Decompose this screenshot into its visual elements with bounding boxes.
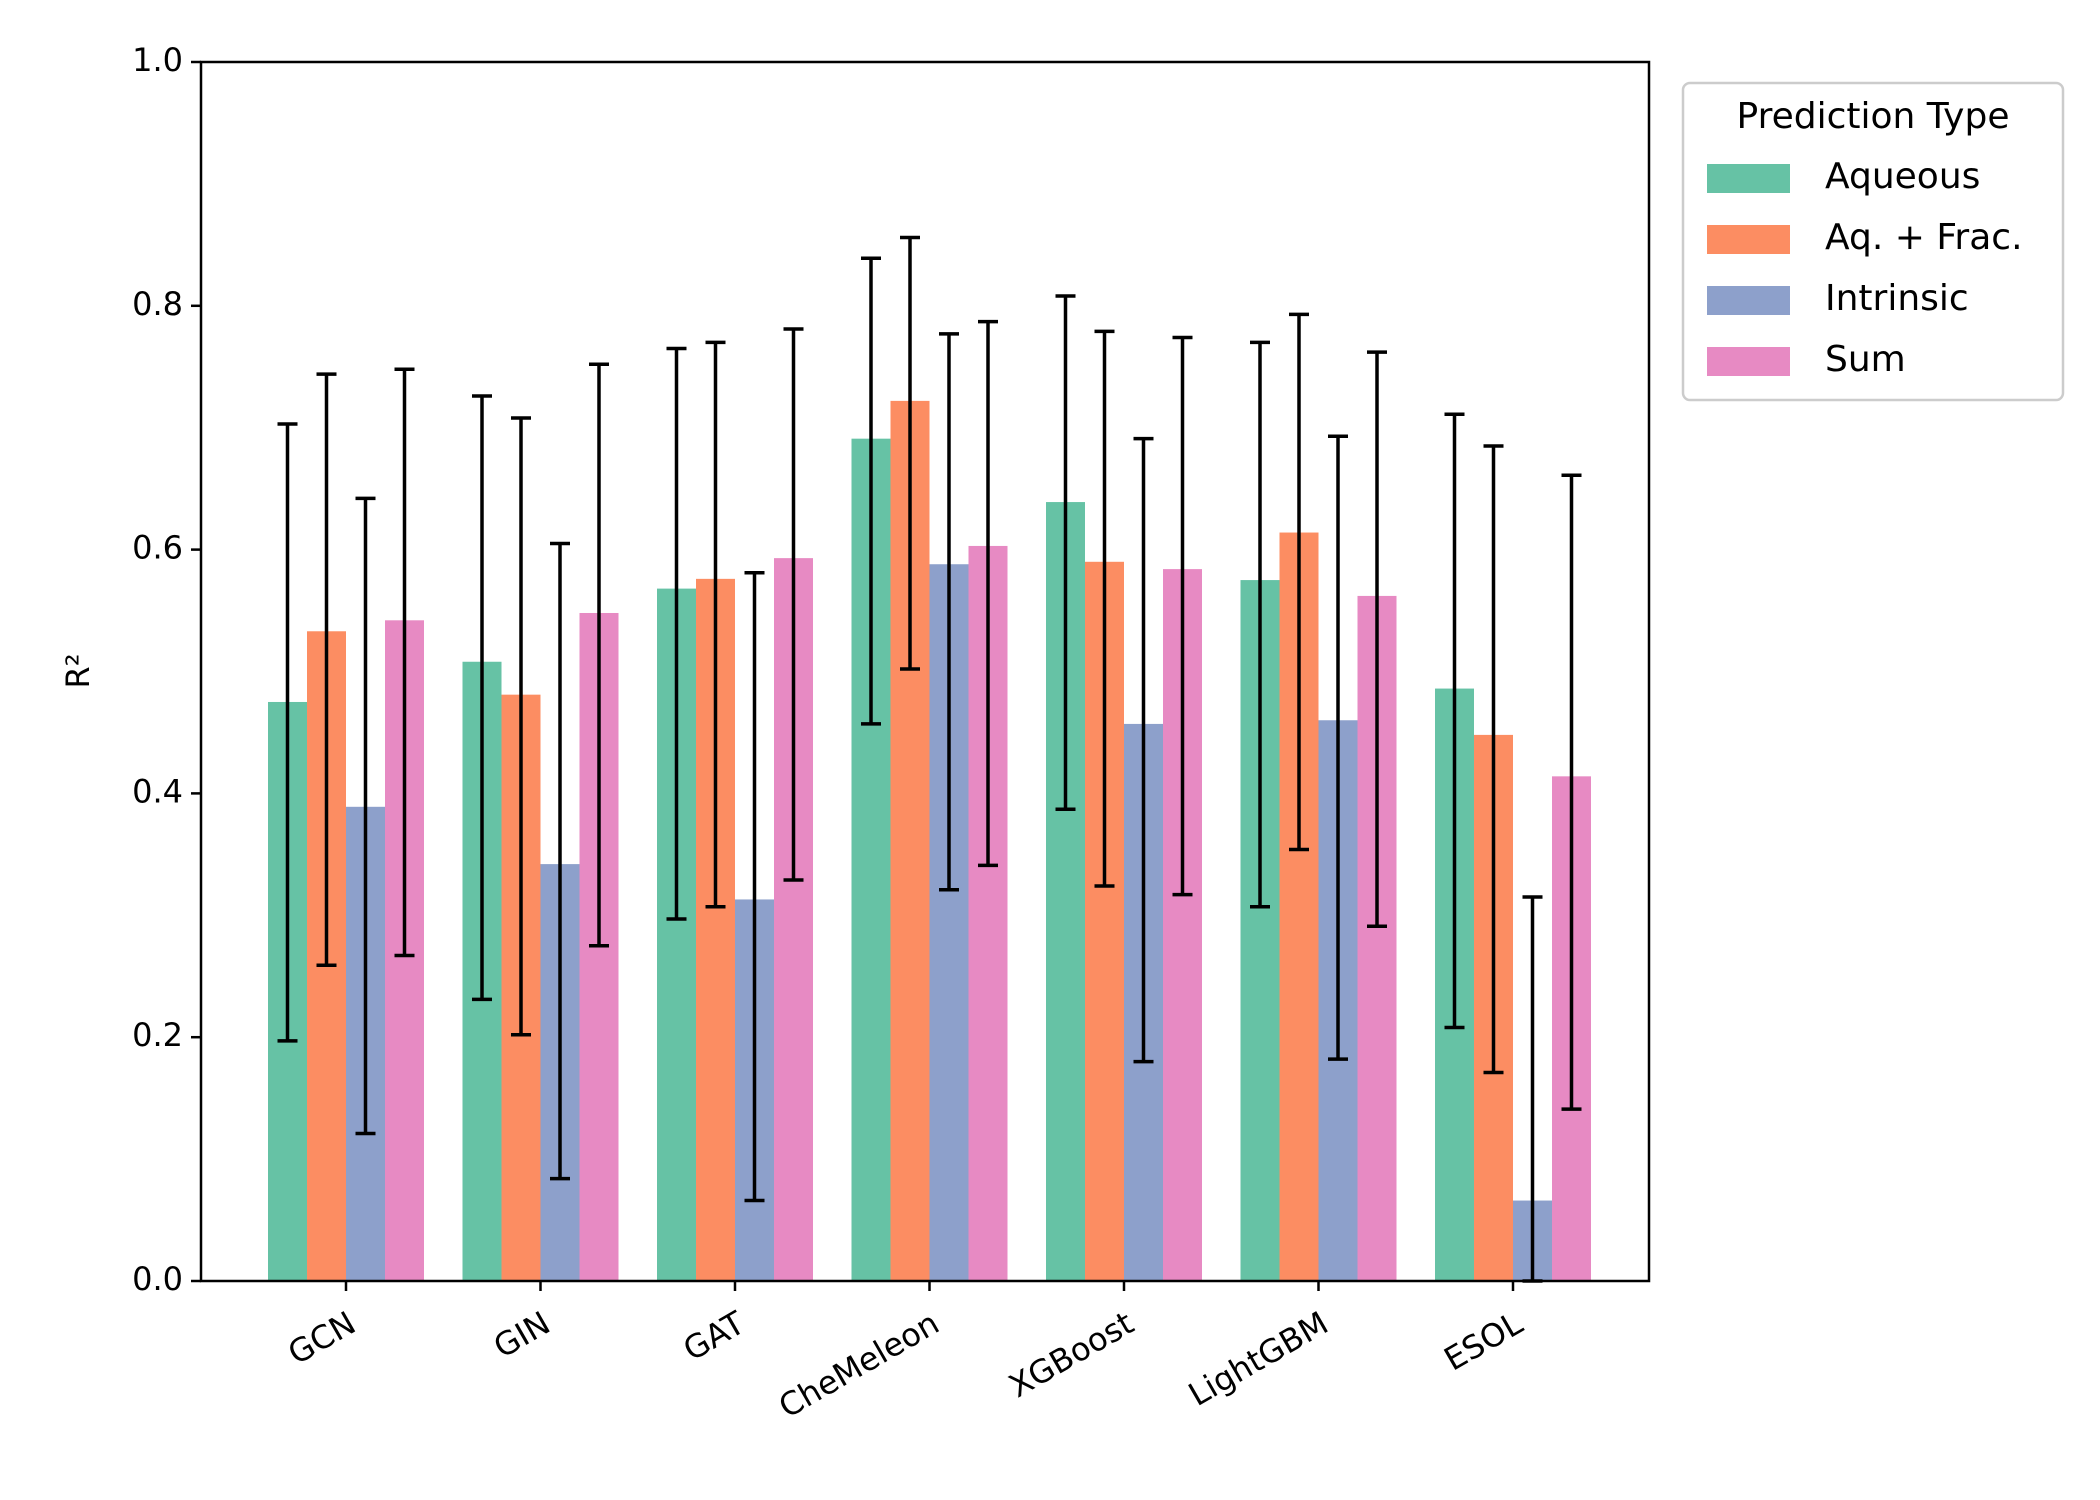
y-tick-label: 0.0 bbox=[132, 1260, 183, 1298]
x-tick-label: ESOL bbox=[1438, 1304, 1530, 1379]
y-tick-label: 0.6 bbox=[132, 529, 183, 567]
y-tick-label: 0.4 bbox=[132, 772, 183, 810]
plot-frame bbox=[199, 60, 1651, 1283]
y-tick-label: 0.2 bbox=[132, 1016, 183, 1054]
x-tick-label: CheMeleon bbox=[772, 1304, 945, 1426]
bars-group bbox=[268, 400, 1591, 1282]
legend-swatch bbox=[1707, 286, 1790, 315]
legend-label: Aq. + Frac. bbox=[1825, 217, 2023, 258]
y-axis: 0.0 0.2 0.4 0.6 0.8 1.0 bbox=[132, 41, 201, 1298]
x-tick-label: GIN bbox=[487, 1304, 556, 1366]
y-tick-label: 0.8 bbox=[132, 285, 183, 323]
legend-label: Sum bbox=[1825, 339, 1906, 380]
legend-title: Prediction Type bbox=[1737, 96, 2010, 137]
legend: Prediction Type Aqueous Aq. + Frac. Intrin… bbox=[1681, 81, 2065, 402]
y-axis-label: R² bbox=[59, 653, 97, 688]
legend-label: Aqueous bbox=[1825, 156, 1980, 197]
legend-label: Intrinsic bbox=[1825, 278, 1969, 319]
x-tick-label: GCN bbox=[281, 1304, 362, 1372]
y-tick-label: 1.0 bbox=[132, 41, 183, 79]
legend-swatch bbox=[1707, 225, 1790, 254]
x-tick-label: LightGBM bbox=[1182, 1304, 1335, 1414]
x-tick-label: GAT bbox=[677, 1304, 752, 1369]
legend-box bbox=[1681, 81, 2065, 402]
x-axis: GCN GIN GAT CheMeleon XGBoost LightGBM ESOL bbox=[281, 1281, 1529, 1426]
legend-swatch bbox=[1707, 347, 1790, 376]
error-bars-group bbox=[277, 235, 1582, 1283]
legend-swatch bbox=[1707, 164, 1790, 193]
x-tick-label: XGBoost bbox=[1002, 1304, 1140, 1405]
